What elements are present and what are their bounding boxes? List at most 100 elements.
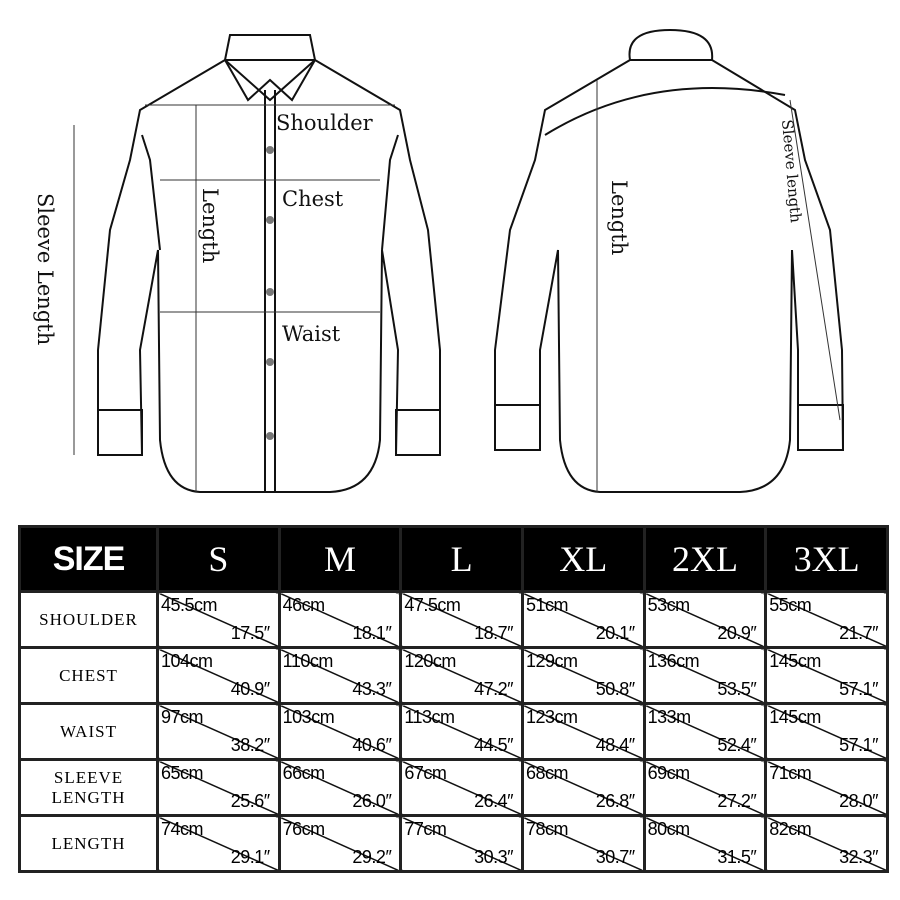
inch-value: 30.3″ [474, 847, 513, 867]
back-length-label: Length [607, 180, 631, 255]
measurement-cell: 69cm 27.2″ [642, 758, 768, 817]
inch-value: 31.5″ [717, 847, 757, 867]
row-label-line: SLEEVE [53, 767, 124, 787]
measurement-cell: 145cm 57.1″ [764, 646, 889, 705]
measurement-cell: 47.5cm 18.7″ [399, 590, 524, 649]
measurement-cell: 65cm 25.6″ [156, 758, 281, 817]
cm-value: 45.5cm [161, 595, 218, 615]
shirt-illustrations: Shoulder Chest Waist Length Sleeve Lengt… [33, 28, 845, 493]
header-row: SIZE S M L XL 2XL 3XL [18, 525, 889, 593]
cm-value: 47.5cm [404, 595, 461, 615]
cm-value: 65cm [161, 763, 204, 783]
inch-value: 26.0″ [352, 791, 392, 811]
table-row: SLEEVE LENGTH 65cm 25.6″ 66cm 26.0″ 67cm 26.4″ 6… [18, 758, 889, 817]
cm-value: 74cm [161, 819, 204, 839]
measurement-cell: 120cm 47.2″ [399, 646, 524, 705]
cm-value: 145cm [769, 651, 821, 671]
measurement-cell: 68cm 26.8″ [520, 758, 646, 817]
measurement-cell: 71cm 28.0″ [764, 758, 889, 817]
back-measure-lines [596, 80, 841, 492]
back-sleeve-length-label: Sleeve length [778, 119, 805, 224]
inch-value: 20.1″ [595, 623, 635, 643]
front-shirt-drawing [97, 34, 441, 493]
inch-value: 47.2″ [474, 679, 513, 699]
row-label: CHEST [18, 646, 159, 705]
size-header-2xl: 2XL [642, 525, 768, 593]
cm-value: 80cm [647, 819, 691, 839]
cm-value: 97cm [161, 707, 204, 727]
table-row: WAIST 97cm 38.2″ 103cm 40.6″ 113cm 44.5″ 123cm 4… [18, 702, 889, 761]
table-row: CHEST 104cm 40.9″ 110cm 43.3″ 120cm 47.2″ 129cm… [18, 646, 889, 705]
size-header-xl: XL [520, 525, 646, 593]
inch-value: 40.6″ [352, 735, 392, 755]
inch-value: 52.4″ [717, 735, 757, 755]
row-label: LENGTH [18, 814, 159, 873]
row-label-line: LENGTH [51, 787, 126, 807]
measurement-cell: 66cm 26.0″ [277, 758, 403, 817]
measurement-cell: 133m 52.4″ [642, 702, 768, 761]
cm-value: 123cm [525, 707, 578, 727]
measurement-cell: 129cm 50.8″ [520, 646, 646, 705]
measurement-cell: 123cm 48.4″ [520, 702, 646, 761]
measurement-cell: 136cm 53.5″ [642, 646, 768, 705]
measurement-cell: 77cm 30.3″ [399, 814, 524, 873]
inch-value: 43.3″ [352, 679, 392, 699]
cm-value: 110cm [282, 651, 334, 671]
measurement-cell: 110cm 43.3″ [277, 646, 403, 705]
cm-value: 78cm [525, 819, 569, 839]
inch-value: 32.3″ [839, 847, 878, 867]
inch-value: 18.7″ [474, 623, 513, 643]
cm-value: 71cm [769, 763, 812, 783]
table-row: SHOULDER 45.5cm 17.5″ 46cm 18.1″ 47.5cm 18.7″ 5… [18, 590, 889, 649]
inch-value: 50.8″ [595, 679, 635, 699]
front-sleeve-length-label: Sleeve Length [33, 193, 57, 345]
row-label-line: CHEST [59, 665, 118, 685]
cm-value: 82cm [769, 819, 812, 839]
front-measure-lines [73, 104, 395, 492]
size-header-s: S [156, 525, 281, 593]
measurement-cell: 45.5cm 17.5″ [156, 590, 281, 649]
cm-value: 66cm [282, 763, 326, 783]
inch-value: 57.1″ [839, 679, 878, 699]
inch-value: 26.8″ [595, 791, 635, 811]
row-label: SHOULDER [18, 590, 159, 649]
measurement-cell: 103cm 40.6″ [277, 702, 403, 761]
measurement-cell: 74cm 29.1″ [156, 814, 281, 873]
measurement-cell: 82cm 32.3″ [764, 814, 889, 873]
inch-value: 44.5″ [474, 735, 513, 755]
waist-label: Waist [282, 322, 341, 346]
measurement-cell: 51cm 20.1″ [520, 590, 646, 649]
cm-value: 77cm [404, 819, 447, 839]
inch-value: 29.1″ [230, 847, 270, 867]
size-header-3xl: 3XL [764, 525, 889, 593]
back-shirt-drawing [494, 28, 845, 493]
inch-value: 25.6″ [230, 791, 270, 811]
measurement-cell: 55cm 21.7″ [764, 590, 889, 649]
inch-value: 29.2″ [352, 847, 392, 867]
inch-value: 40.9″ [230, 679, 270, 699]
row-label: WAIST [18, 702, 159, 761]
cm-value: 133m [647, 707, 692, 727]
cm-value: 120cm [404, 651, 456, 671]
inch-value: 28.0″ [839, 791, 878, 811]
cm-value: 103cm [282, 707, 335, 727]
cm-value: 145cm [769, 707, 821, 727]
cm-value: 104cm [161, 651, 213, 671]
cm-value: 69cm [647, 763, 691, 783]
table-row: LENGTH 74cm 29.1″ 76cm 29.2″ 77cm 30.3″ 78cm 30.… [18, 814, 889, 873]
row-label-line: LENGTH [51, 833, 126, 853]
chest-label: Chest [282, 187, 344, 211]
front-length-label: Length [198, 188, 222, 263]
cm-value: 129cm [525, 651, 578, 671]
measurement-cell: 78cm 30.7″ [520, 814, 646, 873]
cm-value: 68cm [525, 763, 569, 783]
inch-value: 20.9″ [717, 623, 757, 643]
cm-value: 51cm [525, 595, 569, 615]
inch-value: 48.4″ [595, 735, 635, 755]
measurement-cell: 113cm 44.5″ [399, 702, 524, 761]
inch-value: 57.1″ [839, 735, 878, 755]
inch-value: 18.1″ [352, 623, 392, 643]
inch-value: 53.5″ [717, 679, 757, 699]
shoulder-label: Shoulder [276, 111, 374, 135]
cm-value: 67cm [404, 763, 447, 783]
